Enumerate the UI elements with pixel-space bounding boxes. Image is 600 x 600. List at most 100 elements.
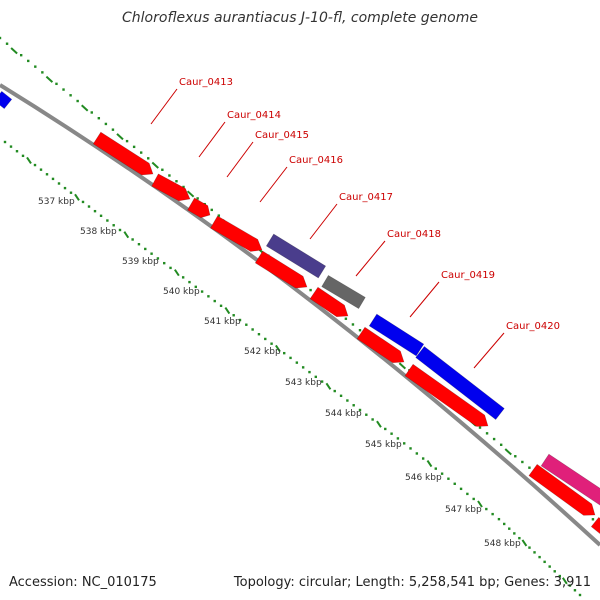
major-tick bbox=[325, 382, 332, 390]
gene-feature bbox=[368, 313, 425, 357]
minor-tick bbox=[196, 197, 199, 200]
minor-tick bbox=[81, 200, 85, 204]
major-tick bbox=[151, 161, 159, 169]
minor-tick bbox=[553, 570, 556, 573]
minor-tick bbox=[39, 168, 43, 171]
minor-tick bbox=[434, 467, 437, 470]
topology-text: Topology: circular; Length: 5,258,541 bp… bbox=[233, 575, 591, 590]
minor-tick bbox=[384, 427, 387, 431]
minor-tick bbox=[472, 497, 475, 501]
gene-feature bbox=[151, 173, 191, 202]
minor-tick bbox=[55, 82, 58, 86]
kbp-label: 542 kbp bbox=[244, 347, 281, 357]
minor-tick bbox=[533, 551, 536, 554]
minor-tick bbox=[289, 356, 292, 360]
gene-feature bbox=[92, 131, 154, 176]
kbp-label: 540 kbp bbox=[163, 287, 200, 297]
minor-tick bbox=[87, 205, 91, 208]
minor-tick bbox=[558, 574, 561, 578]
major-tick bbox=[224, 306, 231, 315]
major-tick bbox=[116, 133, 124, 141]
gene-labels: Caur_0413 Caur_0414 Caur_0415 Caur_0416 Caur… bbox=[179, 77, 560, 332]
minor-tick bbox=[543, 560, 546, 564]
minor-tick bbox=[217, 214, 221, 217]
minor-tick bbox=[497, 517, 501, 521]
minor-tick bbox=[518, 536, 521, 540]
major-tick bbox=[10, 47, 18, 55]
minor-tick bbox=[283, 351, 286, 355]
minor-tick bbox=[118, 228, 122, 232]
minor-tick bbox=[492, 437, 496, 441]
major-tick bbox=[504, 448, 512, 456]
backbone-line bbox=[0, 83, 600, 547]
inner-tick-ring bbox=[3, 140, 582, 597]
minor-tick bbox=[188, 280, 191, 284]
gene-feature bbox=[265, 233, 327, 279]
major-tick bbox=[174, 269, 180, 277]
minor-tick bbox=[19, 53, 23, 57]
gene-label: Caur_0414 bbox=[227, 110, 281, 121]
minor-tick bbox=[45, 173, 49, 176]
minor-tick bbox=[232, 314, 235, 317]
minor-tick bbox=[308, 370, 311, 374]
minor-tick bbox=[175, 180, 178, 183]
gene-leader-line bbox=[259, 166, 288, 203]
minor-tick bbox=[0, 36, 2, 40]
minor-tick bbox=[181, 276, 185, 279]
gene-leader-line bbox=[150, 88, 178, 125]
minor-tick bbox=[210, 208, 213, 212]
minor-tick bbox=[403, 442, 406, 445]
gene-feature bbox=[540, 453, 600, 506]
minor-tick bbox=[503, 522, 506, 526]
minor-tick bbox=[132, 145, 136, 149]
minor-tick bbox=[99, 214, 103, 217]
kbp-label: 547 kbp bbox=[445, 505, 482, 515]
minor-tick bbox=[513, 532, 516, 535]
major-tick bbox=[123, 231, 130, 239]
minor-tick bbox=[63, 186, 67, 190]
major-tick bbox=[186, 190, 195, 198]
kbp-label: 543 kbp bbox=[285, 378, 322, 388]
minor-tick bbox=[301, 366, 305, 369]
kbp-label: 546 kbp bbox=[405, 473, 442, 483]
minor-tick bbox=[491, 512, 494, 516]
minor-tick bbox=[591, 518, 595, 521]
gene-label-leaders bbox=[150, 88, 505, 369]
minor-tick bbox=[351, 323, 355, 326]
gene-label: Caur_0413 bbox=[179, 77, 233, 88]
minor-tick bbox=[34, 65, 37, 68]
minor-tick bbox=[238, 318, 242, 322]
gene-feature bbox=[309, 286, 349, 318]
minor-tick bbox=[144, 247, 147, 251]
kbp-label: 541 kbp bbox=[204, 317, 241, 327]
gene-label: Caur_0419 bbox=[441, 270, 495, 281]
minor-tick bbox=[415, 452, 419, 455]
minor-tick bbox=[104, 122, 108, 126]
gene-label: Caur_0417 bbox=[339, 192, 393, 203]
page-title: Chloroflexus aurantiacus J-10-fl, comple… bbox=[122, 10, 478, 26]
minor-tick bbox=[409, 447, 412, 450]
gene-feature bbox=[415, 346, 505, 420]
minor-tick bbox=[97, 117, 101, 120]
major-tick bbox=[275, 344, 281, 352]
minor-tick bbox=[499, 443, 503, 446]
minor-tick bbox=[57, 182, 61, 185]
minor-tick bbox=[5, 42, 9, 45]
minor-tick bbox=[163, 261, 166, 265]
minor-tick bbox=[339, 394, 343, 397]
minor-tick bbox=[528, 466, 531, 469]
minor-tick bbox=[112, 224, 115, 227]
minor-tick bbox=[106, 219, 109, 222]
minor-tick bbox=[485, 432, 489, 435]
kbp-label: 545 kbp bbox=[365, 440, 402, 450]
minor-tick bbox=[396, 437, 400, 440]
minor-tick bbox=[352, 404, 355, 407]
minor-tick bbox=[514, 455, 517, 458]
minor-tick bbox=[150, 252, 153, 255]
minor-tick bbox=[21, 154, 25, 158]
kbp-label: 548 kbp bbox=[484, 539, 521, 549]
gene-feature bbox=[590, 516, 600, 535]
major-tick bbox=[521, 539, 528, 547]
gene-leader-line bbox=[355, 240, 386, 277]
